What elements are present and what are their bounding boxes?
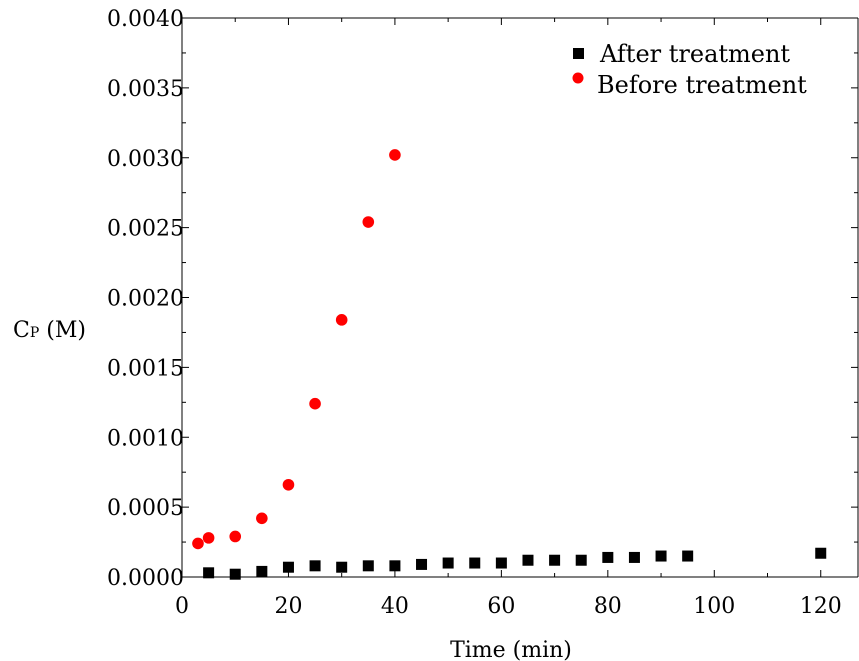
y-tick-label: 0.0035 (107, 77, 184, 102)
data-point-before-treatment (335, 314, 348, 326)
data-point-after-treatment (442, 557, 454, 569)
data-point-after-treatment (682, 550, 694, 562)
x-axis-title: Time (min) (450, 638, 572, 661)
data-point-before-treatment (256, 512, 268, 525)
data-point-before-treatment (202, 532, 215, 544)
legend-marker-after (573, 48, 584, 59)
x-ticks: 0 20 40 60 80 100 120 (175, 18, 842, 619)
y-axis-title-subscript: P (30, 325, 39, 341)
data-point-before-treatment (362, 216, 375, 228)
legend-label-before: Before treatment (597, 71, 807, 99)
y-ticks: 0.0000 0.0005 0.0010 0.0015 0.0020 0.0025 0.00… (107, 7, 858, 591)
data-point-before-treatment (389, 149, 401, 161)
y-axis-title: CP (M) (13, 318, 86, 343)
data-point-after-treatment (416, 558, 428, 570)
data-point-before-treatment (282, 478, 295, 491)
data-points (192, 149, 827, 580)
data-point-after-treatment (282, 561, 294, 573)
data-point-before-treatment (192, 537, 204, 550)
y-axis-title-main: C (13, 318, 30, 343)
legend-marker-before (572, 72, 584, 84)
x-tick-label: 60 (487, 594, 515, 619)
data-point-after-treatment (309, 560, 321, 572)
data-point-after-treatment (336, 561, 348, 573)
data-point-after-treatment (549, 554, 561, 566)
data-point-after-treatment (628, 551, 640, 563)
data-point-after-treatment (495, 557, 507, 569)
y-tick-label: 0.0015 (107, 356, 184, 381)
data-point-after-treatment (229, 568, 241, 580)
data-point-after-treatment (256, 565, 268, 577)
x-tick-label: 40 (381, 594, 409, 619)
data-point-after-treatment (655, 550, 667, 562)
x-tick-label: 120 (800, 594, 842, 619)
data-point-after-treatment (575, 554, 587, 566)
y-axis-title-unit: (M) (39, 318, 86, 343)
data-point-before-treatment (309, 397, 321, 410)
y-tick-label: 0.0025 (107, 217, 184, 242)
x-tick-label: 0 (175, 594, 189, 619)
data-point-after-treatment (203, 567, 215, 579)
y-tick-label: 0.0020 (107, 287, 184, 312)
data-point-after-treatment (469, 557, 481, 569)
data-point-after-treatment (522, 554, 534, 566)
x-tick-label: 20 (274, 594, 302, 619)
x-tick-label: 80 (594, 594, 622, 619)
legend: After treatment Before treatment (572, 40, 807, 99)
y-tick-label: 0.0040 (107, 7, 184, 32)
data-point-after-treatment (362, 560, 374, 572)
axes (181, 17, 859, 578)
y-tick-label: 0.0005 (107, 496, 184, 521)
x-tick-label: 100 (693, 594, 735, 619)
data-point-after-treatment (602, 551, 614, 563)
y-tick-label: 0.0000 (107, 566, 184, 591)
data-point-after-treatment (389, 560, 401, 572)
legend-label-after: After treatment (599, 40, 790, 68)
y-tick-label: 0.0030 (107, 147, 184, 172)
data-point-after-treatment (815, 547, 827, 559)
y-tick-label: 0.0010 (107, 426, 184, 451)
data-point-before-treatment (229, 530, 242, 543)
